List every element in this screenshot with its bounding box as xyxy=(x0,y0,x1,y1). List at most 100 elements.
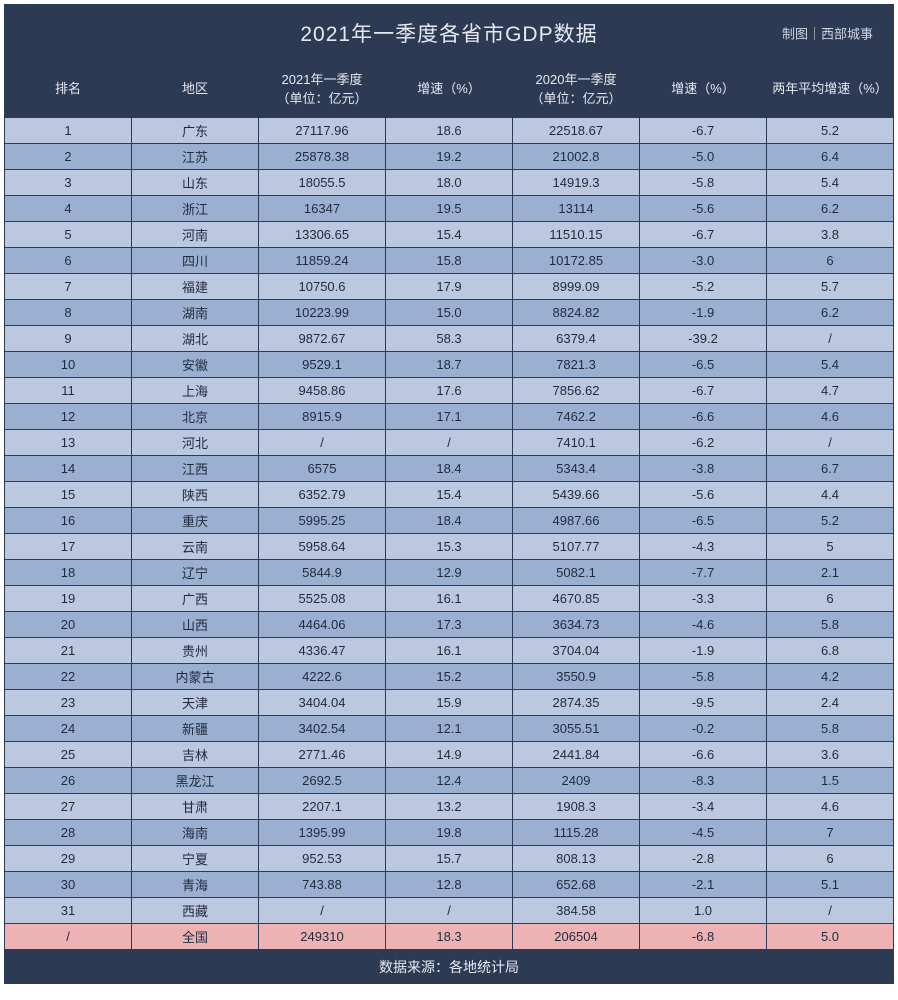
cell-gdp2020: 14919.3 xyxy=(513,170,640,196)
cell-gdp2020: 13114 xyxy=(513,196,640,222)
col-header: 2021年一季度（单位：亿元） xyxy=(259,62,386,118)
table-row: 13河北//7410.1-6.2/ xyxy=(5,430,894,456)
cell-growth2020: -5.8 xyxy=(640,664,767,690)
cell-gdp2020: 5082.1 xyxy=(513,560,640,586)
cell-gdp2020: 2874.35 xyxy=(513,690,640,716)
cell-rank: / xyxy=(5,924,132,950)
cell-rank: 20 xyxy=(5,612,132,638)
table-row: 3山东18055.518.014919.3-5.85.4 xyxy=(5,170,894,196)
cell-gdp2021: 743.88 xyxy=(259,872,386,898)
cell-growth2020: -0.2 xyxy=(640,716,767,742)
cell-gdp2021: 9872.67 xyxy=(259,326,386,352)
cell-growth2021: 19.2 xyxy=(386,144,513,170)
cell-growth2020: -8.3 xyxy=(640,768,767,794)
cell-avg: / xyxy=(767,898,894,924)
cell-gdp2021: 6575 xyxy=(259,456,386,482)
cell-gdp2020: 5343.4 xyxy=(513,456,640,482)
cell-rank: 11 xyxy=(5,378,132,404)
cell-gdp2021: 18055.5 xyxy=(259,170,386,196)
cell-rank: 18 xyxy=(5,560,132,586)
cell-region: 陕西 xyxy=(132,482,259,508)
table-row: 26黑龙江2692.512.42409-8.31.5 xyxy=(5,768,894,794)
cell-rank: 19 xyxy=(5,586,132,612)
table-row: 10安徽9529.118.77821.3-6.55.4 xyxy=(5,352,894,378)
cell-gdp2020: 8999.09 xyxy=(513,274,640,300)
cell-region: 吉林 xyxy=(132,742,259,768)
cell-gdp2020: 4670.85 xyxy=(513,586,640,612)
cell-rank: 12 xyxy=(5,404,132,430)
cell-gdp2020: 10172.85 xyxy=(513,248,640,274)
cell-gdp2021: 4464.06 xyxy=(259,612,386,638)
cell-avg: 5.0 xyxy=(767,924,894,950)
cell-avg: 5 xyxy=(767,534,894,560)
table-row: 31西藏//384.581.0/ xyxy=(5,898,894,924)
table-row: 25吉林2771.4614.92441.84-6.63.6 xyxy=(5,742,894,768)
gdp-table: 2021年一季度各省市GDP数据 制图｜西部城事 排名地区2021年一季度（单位… xyxy=(4,4,894,984)
cell-gdp2020: 384.58 xyxy=(513,898,640,924)
cell-growth2020: -3.0 xyxy=(640,248,767,274)
cell-gdp2021: 2692.5 xyxy=(259,768,386,794)
table-row: 17云南5958.6415.35107.77-4.35 xyxy=(5,534,894,560)
table-row: 15陕西6352.7915.45439.66-5.64.4 xyxy=(5,482,894,508)
cell-growth2021: 18.7 xyxy=(386,352,513,378)
cell-region: 广西 xyxy=(132,586,259,612)
cell-growth2020: -5.0 xyxy=(640,144,767,170)
cell-growth2021: 12.8 xyxy=(386,872,513,898)
cell-region: 上海 xyxy=(132,378,259,404)
cell-region: 河南 xyxy=(132,222,259,248)
cell-region: 重庆 xyxy=(132,508,259,534)
cell-growth2020: -6.6 xyxy=(640,404,767,430)
table-row: 29宁夏952.5315.7808.13-2.86 xyxy=(5,846,894,872)
cell-avg: 5.4 xyxy=(767,170,894,196)
cell-region: 湖南 xyxy=(132,300,259,326)
cell-growth2020: -6.8 xyxy=(640,924,767,950)
table-row: 4浙江1634719.513114-5.66.2 xyxy=(5,196,894,222)
cell-growth2020: -3.8 xyxy=(640,456,767,482)
cell-avg: 5.1 xyxy=(767,872,894,898)
cell-gdp2020: 206504 xyxy=(513,924,640,950)
cell-gdp2020: 7462.2 xyxy=(513,404,640,430)
cell-gdp2020: 3550.9 xyxy=(513,664,640,690)
cell-growth2021: 15.0 xyxy=(386,300,513,326)
cell-avg: 5.2 xyxy=(767,508,894,534)
cell-growth2020: -6.7 xyxy=(640,118,767,144)
cell-growth2020: -39.2 xyxy=(640,326,767,352)
cell-gdp2020: 7856.62 xyxy=(513,378,640,404)
cell-region: 江苏 xyxy=(132,144,259,170)
cell-gdp2020: 652.68 xyxy=(513,872,640,898)
cell-growth2021: 19.5 xyxy=(386,196,513,222)
col-header: 增速（%） xyxy=(386,62,513,118)
cell-growth2020: -6.6 xyxy=(640,742,767,768)
cell-growth2020: -6.7 xyxy=(640,378,767,404)
cell-growth2021: 12.9 xyxy=(386,560,513,586)
table-row: 7福建10750.617.98999.09-5.25.7 xyxy=(5,274,894,300)
cell-growth2021: 12.4 xyxy=(386,768,513,794)
cell-gdp2021: 25878.38 xyxy=(259,144,386,170)
cell-avg: 4.6 xyxy=(767,794,894,820)
cell-gdp2021: 4222.6 xyxy=(259,664,386,690)
cell-gdp2021: 6352.79 xyxy=(259,482,386,508)
table-row: 23天津3404.0415.92874.35-9.52.4 xyxy=(5,690,894,716)
cell-avg: 6 xyxy=(767,846,894,872)
cell-rank: 7 xyxy=(5,274,132,300)
col-header: 地区 xyxy=(132,62,259,118)
table-title: 2021年一季度各省市GDP数据 xyxy=(300,18,597,48)
cell-gdp2021: 9529.1 xyxy=(259,352,386,378)
cell-growth2021: 12.1 xyxy=(386,716,513,742)
cell-rank: 3 xyxy=(5,170,132,196)
cell-avg: 4.6 xyxy=(767,404,894,430)
cell-region: 全国 xyxy=(132,924,259,950)
cell-avg: 5.4 xyxy=(767,352,894,378)
cell-gdp2020: 3055.51 xyxy=(513,716,640,742)
cell-growth2021: 19.8 xyxy=(386,820,513,846)
col-header: 两年平均增速（%） xyxy=(767,62,894,118)
cell-rank: 10 xyxy=(5,352,132,378)
cell-avg: 3.6 xyxy=(767,742,894,768)
cell-growth2020: -2.8 xyxy=(640,846,767,872)
cell-rank: 21 xyxy=(5,638,132,664)
cell-growth2021: 18.4 xyxy=(386,456,513,482)
cell-growth2021: 15.4 xyxy=(386,482,513,508)
cell-growth2021: / xyxy=(386,898,513,924)
cell-growth2020: -1.9 xyxy=(640,300,767,326)
cell-growth2021: 18.4 xyxy=(386,508,513,534)
